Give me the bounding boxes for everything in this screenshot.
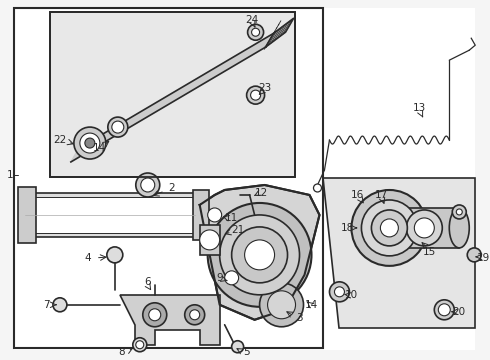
Circle shape xyxy=(452,205,466,219)
Text: 18: 18 xyxy=(341,223,354,233)
Circle shape xyxy=(143,303,167,327)
Circle shape xyxy=(371,210,407,246)
Circle shape xyxy=(232,341,244,353)
Text: 8: 8 xyxy=(119,347,125,357)
Bar xyxy=(18,187,36,243)
Circle shape xyxy=(208,208,221,222)
Circle shape xyxy=(456,209,462,215)
Circle shape xyxy=(362,200,417,256)
Text: 12: 12 xyxy=(255,188,268,198)
Circle shape xyxy=(200,230,220,250)
Text: 1: 1 xyxy=(7,170,13,180)
Circle shape xyxy=(133,338,147,352)
Text: 15: 15 xyxy=(423,247,436,257)
Circle shape xyxy=(467,248,481,262)
Text: 6: 6 xyxy=(145,277,151,287)
Circle shape xyxy=(74,127,106,159)
Text: 14: 14 xyxy=(305,300,318,310)
Bar xyxy=(193,190,209,240)
Polygon shape xyxy=(266,18,294,47)
Circle shape xyxy=(80,133,100,153)
Text: 3: 3 xyxy=(296,313,303,323)
Circle shape xyxy=(185,305,205,325)
Text: 16: 16 xyxy=(351,190,364,200)
Circle shape xyxy=(247,24,264,40)
Text: 20: 20 xyxy=(453,307,466,317)
Polygon shape xyxy=(71,33,273,162)
Circle shape xyxy=(380,219,398,237)
Circle shape xyxy=(208,203,312,307)
Circle shape xyxy=(335,287,344,297)
Circle shape xyxy=(260,283,303,327)
Ellipse shape xyxy=(449,208,469,248)
Polygon shape xyxy=(200,185,319,320)
Circle shape xyxy=(245,240,274,270)
Circle shape xyxy=(232,227,288,283)
Circle shape xyxy=(438,304,450,316)
Text: 13: 13 xyxy=(413,103,426,113)
Circle shape xyxy=(251,28,260,36)
Circle shape xyxy=(314,184,321,192)
Circle shape xyxy=(149,309,161,321)
Circle shape xyxy=(268,291,295,319)
Circle shape xyxy=(112,121,124,133)
Text: 7: 7 xyxy=(43,300,49,310)
Text: 19: 19 xyxy=(477,253,490,263)
Circle shape xyxy=(85,138,95,148)
Bar xyxy=(200,225,220,255)
Text: 14: 14 xyxy=(93,143,106,153)
Circle shape xyxy=(246,86,265,104)
Text: 10: 10 xyxy=(345,290,358,300)
Circle shape xyxy=(108,117,128,137)
Circle shape xyxy=(107,247,123,263)
Circle shape xyxy=(250,90,261,100)
Text: 17: 17 xyxy=(375,190,388,200)
Text: 22: 22 xyxy=(53,135,67,145)
Text: 24: 24 xyxy=(245,15,258,25)
Text: 9: 9 xyxy=(217,273,223,283)
Bar xyxy=(390,208,459,248)
Text: 2: 2 xyxy=(169,183,175,193)
Circle shape xyxy=(220,215,299,295)
Circle shape xyxy=(351,190,427,266)
Circle shape xyxy=(415,218,434,238)
Polygon shape xyxy=(323,178,475,328)
Bar xyxy=(50,12,294,177)
Text: 11: 11 xyxy=(225,213,238,223)
Bar xyxy=(30,197,195,233)
Circle shape xyxy=(53,298,67,312)
Circle shape xyxy=(141,178,155,192)
Polygon shape xyxy=(120,295,220,345)
Text: 5: 5 xyxy=(244,347,250,357)
Circle shape xyxy=(434,300,454,320)
Text: 4: 4 xyxy=(85,253,91,263)
Circle shape xyxy=(136,341,144,349)
Circle shape xyxy=(224,271,239,285)
Circle shape xyxy=(136,173,160,197)
Circle shape xyxy=(406,210,442,246)
Text: 23: 23 xyxy=(258,83,271,93)
Text: 21: 21 xyxy=(231,225,244,235)
Circle shape xyxy=(190,310,200,320)
Bar xyxy=(25,193,200,237)
Bar xyxy=(50,12,294,177)
Circle shape xyxy=(329,282,349,302)
Bar xyxy=(14,8,323,348)
